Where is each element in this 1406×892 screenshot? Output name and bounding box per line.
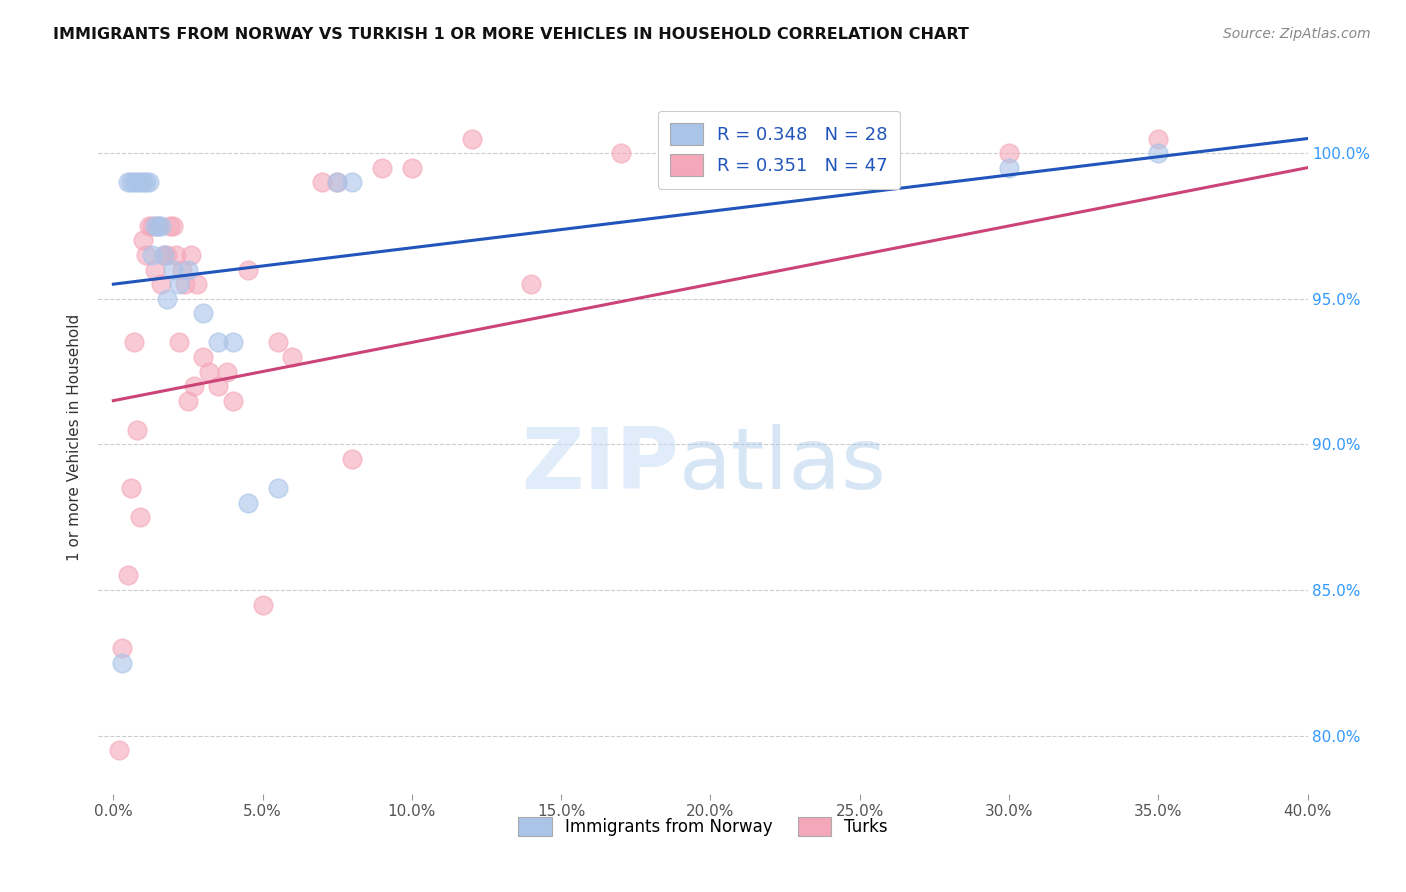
Point bbox=[198, 365, 221, 379]
Point bbox=[156, 292, 179, 306]
Text: IMMIGRANTS FROM NORWAY VS TURKISH 1 OR MORE VEHICLES IN HOUSEHOLD CORRELATION CH: IMMIGRANTS FROM NORWAY VS TURKISH 1 OR M… bbox=[53, 27, 969, 42]
Point bbox=[266, 335, 288, 350]
Point bbox=[165, 248, 187, 262]
Point bbox=[156, 248, 179, 262]
Point bbox=[1147, 146, 1170, 161]
Point bbox=[108, 743, 131, 757]
Point bbox=[127, 175, 149, 189]
Point bbox=[191, 350, 214, 364]
Point bbox=[138, 175, 160, 189]
Point bbox=[143, 262, 166, 277]
Point bbox=[167, 335, 190, 350]
Point bbox=[141, 248, 163, 262]
Point bbox=[222, 335, 245, 350]
Point bbox=[520, 277, 543, 292]
Point bbox=[1147, 131, 1170, 145]
Point bbox=[340, 451, 363, 466]
Point bbox=[120, 481, 142, 495]
Point bbox=[122, 175, 145, 189]
Point bbox=[222, 393, 245, 408]
Point bbox=[153, 248, 176, 262]
Point bbox=[167, 277, 190, 292]
Point bbox=[236, 495, 259, 509]
Point bbox=[183, 379, 205, 393]
Text: ZIP: ZIP bbox=[522, 424, 679, 508]
Point bbox=[177, 262, 200, 277]
Point bbox=[998, 146, 1021, 161]
Point bbox=[610, 146, 633, 161]
Point bbox=[132, 234, 155, 248]
Point bbox=[174, 277, 197, 292]
Point bbox=[340, 175, 363, 189]
Point bbox=[120, 175, 142, 189]
Point bbox=[143, 219, 166, 233]
Point bbox=[252, 598, 274, 612]
Point bbox=[138, 219, 160, 233]
Point bbox=[281, 350, 304, 364]
Point bbox=[170, 262, 193, 277]
Point bbox=[326, 175, 349, 189]
Point bbox=[117, 175, 139, 189]
Point bbox=[111, 656, 134, 670]
Point bbox=[146, 219, 169, 233]
Point bbox=[215, 365, 238, 379]
Point bbox=[326, 175, 349, 189]
Point bbox=[180, 248, 202, 262]
Point bbox=[311, 175, 333, 189]
Point bbox=[460, 131, 482, 145]
Point bbox=[159, 219, 181, 233]
Point bbox=[135, 248, 157, 262]
Point bbox=[141, 219, 163, 233]
Point bbox=[127, 423, 149, 437]
Point bbox=[401, 161, 423, 175]
Point bbox=[207, 379, 229, 393]
Point bbox=[129, 175, 152, 189]
Point bbox=[848, 146, 870, 161]
Text: atlas: atlas bbox=[679, 424, 887, 508]
Point bbox=[132, 175, 155, 189]
Point bbox=[186, 277, 208, 292]
Point bbox=[150, 277, 173, 292]
Point bbox=[191, 306, 214, 320]
Point bbox=[153, 248, 176, 262]
Legend: Immigrants from Norway, Turks: Immigrants from Norway, Turks bbox=[512, 810, 894, 843]
Point bbox=[236, 262, 259, 277]
Point bbox=[150, 219, 173, 233]
Point bbox=[111, 641, 134, 656]
Text: Source: ZipAtlas.com: Source: ZipAtlas.com bbox=[1223, 27, 1371, 41]
Y-axis label: 1 or more Vehicles in Household: 1 or more Vehicles in Household bbox=[67, 313, 83, 561]
Point bbox=[146, 219, 169, 233]
Point bbox=[848, 161, 870, 175]
Point bbox=[371, 161, 394, 175]
Point bbox=[135, 175, 157, 189]
Point bbox=[129, 510, 152, 524]
Point bbox=[122, 335, 145, 350]
Point bbox=[177, 393, 200, 408]
Point bbox=[207, 335, 229, 350]
Point bbox=[699, 161, 721, 175]
Point bbox=[117, 568, 139, 582]
Point bbox=[998, 161, 1021, 175]
Point bbox=[162, 262, 184, 277]
Point bbox=[162, 219, 184, 233]
Point bbox=[266, 481, 288, 495]
